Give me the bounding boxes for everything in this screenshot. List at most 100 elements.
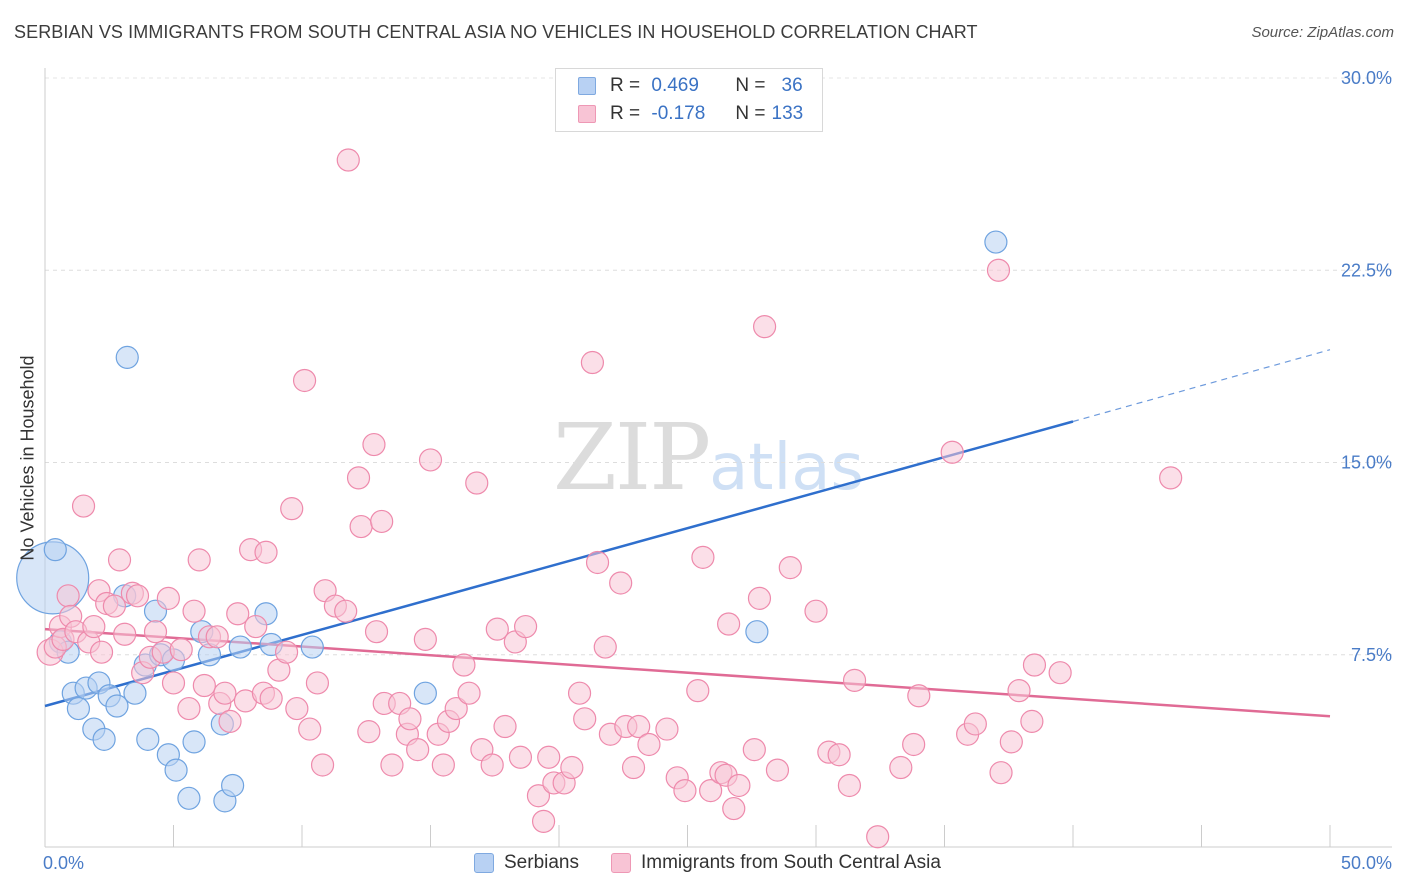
legend-swatch-serbians [578, 77, 596, 95]
immigrants-point [336, 148, 360, 172]
serbians-point [105, 694, 129, 718]
immigrants-point [298, 717, 322, 741]
immigrants-point [305, 671, 330, 695]
y-tick-label: 7.5% [1351, 645, 1392, 665]
immigrants-point [226, 602, 250, 626]
immigrants-point [244, 614, 268, 639]
serbians-point [123, 681, 147, 705]
immigrants-point [765, 758, 790, 782]
serbians-point [66, 696, 91, 721]
immigrants-point [526, 784, 551, 808]
immigrants-point [580, 350, 605, 375]
immigrants-point [457, 681, 481, 705]
immigrants-point [1048, 661, 1072, 685]
immigrants-point [560, 755, 584, 780]
immigrants-point [691, 545, 715, 569]
immigrants-point [513, 614, 538, 639]
serbians-point [221, 773, 245, 798]
serbians-point [43, 538, 67, 562]
immigrants-point [310, 753, 335, 777]
immigrants-point [531, 809, 556, 833]
immigrants-point [842, 668, 867, 692]
immigrants-point [334, 599, 358, 623]
immigrants-point [989, 761, 1013, 785]
immigrants-point [218, 709, 242, 733]
immigrants-point [452, 653, 476, 677]
immigrants-point [627, 714, 651, 739]
serbians-point [228, 635, 252, 659]
watermark-zip: ZIP [553, 404, 711, 511]
immigrants-point [413, 627, 437, 651]
immigrants-point [346, 466, 371, 490]
immigrants-point [431, 753, 455, 777]
chart-title: SERBIAN VS IMMIGRANTS FROM SOUTH CENTRAL… [14, 22, 978, 42]
serbians-point [300, 635, 324, 659]
immigrants-point [722, 796, 746, 821]
immigrants-point [192, 673, 216, 698]
legend-n-value: 133 [771, 103, 804, 124]
series-legend: Serbians Immigrants from South Central A… [474, 852, 941, 874]
grid [45, 77, 1392, 656]
immigrants-point [699, 779, 723, 803]
axes [44, 68, 1392, 848]
immigrants-point [444, 696, 468, 721]
immigrants-point [827, 743, 851, 767]
immigrants-point [82, 614, 106, 639]
immigrants-point [637, 732, 661, 757]
immigrants-point [999, 730, 1023, 754]
serbians-point [182, 730, 206, 754]
x-tick-label: 0.0% [43, 853, 84, 873]
immigrants-point [143, 620, 168, 644]
legend-r-label: R = [610, 103, 641, 124]
immigrants-point [364, 620, 389, 644]
immigrants-point [107, 548, 132, 572]
immigrants-point [537, 745, 561, 769]
immigrants-point [609, 571, 633, 595]
serbians-point [177, 786, 201, 810]
y-axis-label: No Vehicles in Household [17, 355, 38, 561]
immigrants-point [752, 315, 777, 339]
immigrants-point [940, 440, 964, 464]
immigrants-point [169, 638, 193, 662]
immigrants-point [398, 707, 422, 731]
immigrants-point [125, 584, 150, 608]
immigrants-point [254, 540, 278, 564]
immigrants-point [380, 753, 404, 777]
immigrants-point [742, 737, 766, 762]
immigrants-point [465, 471, 489, 495]
immigrants-point [113, 622, 137, 646]
immigrants-trend-line [44, 627, 1331, 718]
immigrants-point [567, 681, 592, 705]
immigrants-point [593, 635, 617, 659]
immigrants-point [585, 550, 610, 575]
immigrants-point [866, 825, 890, 849]
immigrants-point [406, 737, 430, 762]
serbians-point [984, 230, 1008, 254]
immigrants-point [673, 779, 697, 803]
immigrants-point [349, 514, 373, 539]
y-tick-label: 22.5% [1341, 260, 1392, 280]
immigrants-point [889, 755, 913, 780]
legend-r-value: 0.469 [651, 75, 699, 96]
legend-n-label: N = [735, 103, 766, 124]
immigrants-point [280, 497, 304, 521]
serbians-trend-extension [1072, 349, 1331, 423]
immigrants-point [480, 753, 504, 777]
data-points [16, 148, 1183, 849]
immigrants-point [71, 494, 96, 518]
y-tick-label: 15.0% [1341, 453, 1392, 473]
chart-source: Source: ZipAtlas.com [1251, 24, 1394, 41]
immigrants-point [837, 773, 862, 798]
immigrants-point [161, 671, 186, 695]
immigrants-point [102, 594, 126, 618]
immigrants-point [1007, 679, 1031, 703]
immigrants-point [362, 432, 386, 457]
immigrants-point [621, 755, 646, 780]
legend-row-immigrants: R = -0.178 N = 133 [578, 101, 803, 127]
series-legend-label-immigrants: Immigrants from South Central Asia [641, 852, 941, 873]
correlation-legend: R = 0.469 N = 36 R = -0.178 N = 133 [555, 68, 823, 132]
tick-labels: 7.5% 15.0% 22.5% 30.0% 0.0% 50.0% [43, 68, 1392, 873]
immigrants-point [902, 732, 926, 757]
immigrants-point [727, 773, 751, 798]
